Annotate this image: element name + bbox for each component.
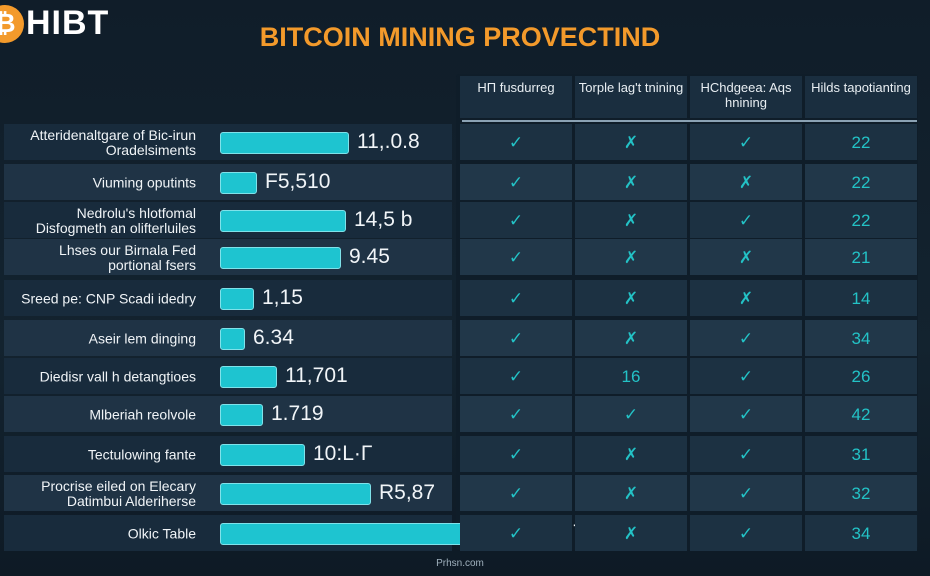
- table-row: Mlberiah reolvole 1.719 ✓ ✓ ✓ 42: [0, 396, 930, 433]
- cell-col3: ✓: [690, 358, 802, 394]
- value-bar: [220, 328, 245, 350]
- cell-col4: 34: [805, 320, 917, 356]
- cell-col2: ✗: [575, 475, 687, 511]
- row-label: Nedrolu's hlotfomal Disfogmeth an olifte…: [35, 204, 196, 236]
- value-bar: [220, 444, 305, 466]
- cell-col1: ✓: [460, 358, 572, 394]
- cell-col1: ✓: [460, 164, 572, 200]
- cell-col3: ✓: [690, 436, 802, 472]
- cell-col4: 22: [805, 124, 917, 160]
- cell-col3: ✓: [690, 124, 802, 160]
- row-label: Olkic Table: [127, 525, 196, 541]
- table-row: Olkic Table 123·873✓✗✓34: [0, 515, 930, 552]
- cell-col3: ✓: [690, 396, 802, 432]
- table-row: Procrise eiled on Elecary Datimbui Alder…: [0, 475, 930, 512]
- cell-col4: 14: [805, 280, 917, 316]
- row-value: 11,.0.8: [357, 130, 420, 153]
- row-value: 6.34: [253, 326, 294, 349]
- logo: ₿ HIBT: [0, 4, 109, 43]
- table-row: Tectulowing fante 10:L·Г ✓ ✗ ✓ 31: [0, 436, 930, 473]
- cell-col2: ✓: [575, 396, 687, 432]
- column-header-2: Torple lag't tnining: [575, 76, 687, 118]
- cell-col2: ✗: [575, 164, 687, 200]
- value-bar: [220, 210, 346, 232]
- cell-col4: 22: [805, 164, 917, 200]
- row-value: 11,701: [285, 364, 348, 387]
- row-value: F5,510: [265, 170, 331, 193]
- cell-col2: ✗: [575, 320, 687, 356]
- cell-col1: ✓: [460, 320, 572, 356]
- logo-text: HIBT: [26, 4, 110, 42]
- cell-col3: ✓: [690, 475, 802, 511]
- cell-col2: ✗: [575, 124, 687, 160]
- cell-col1: ✓: [460, 436, 572, 472]
- row-value: 10:L·Г: [313, 442, 373, 465]
- cell-col1: ✓: [460, 396, 572, 432]
- table-row: Viuming oputints F5,510 ✓ ✗ ✗ 22: [0, 164, 930, 201]
- value-bar: [220, 483, 371, 505]
- cell-col1: ✓: [460, 239, 572, 275]
- row-label: Tectulowing fante: [87, 446, 196, 462]
- cell-col3: ✓: [690, 515, 802, 551]
- cell-col1: ✓: [460, 475, 572, 511]
- cell-col2: ✗: [575, 436, 687, 472]
- row-label: Viuming oputints: [92, 174, 196, 190]
- cell-col3: ✓: [690, 320, 802, 356]
- cell-col1: ✓: [460, 202, 572, 238]
- row-label: Lhses our Birnala Fed portional fsers: [59, 241, 196, 273]
- cell-col4: 42: [805, 396, 917, 432]
- row-label: Diedisr vall h detangtioes: [39, 368, 196, 384]
- cell-col4: 32: [805, 475, 917, 511]
- table-row: Nedrolu's hlotfomal Disfogmeth an olifte…: [0, 202, 930, 239]
- cell-col4: 22: [805, 202, 917, 238]
- cell-col2: ✗: [575, 515, 687, 551]
- cell-col2: ✗: [575, 239, 687, 275]
- cell-col1: ✓: [460, 124, 572, 160]
- value-bar: [220, 132, 349, 154]
- page-title: BITCOIN MINING PROVECTIND: [259, 22, 661, 52]
- table-row: Diedisr vall h detangtioes 11,701 ✓ 16 ✓ 26: [0, 358, 930, 395]
- row-value: 1,15: [262, 286, 303, 309]
- value-bar: [220, 404, 263, 426]
- table-row: Atteridenaltgare of Bic-irun Oradelsimen…: [0, 124, 930, 161]
- cell-col2: ✗: [575, 202, 687, 238]
- row-label: Atteridenaltgare of Bic-irun Oradelsimen…: [30, 126, 196, 158]
- column-header-3: HChdgeea: Aqs hnining: [690, 76, 802, 118]
- cell-col2: ✗: [575, 280, 687, 316]
- cell-col3: ✗: [690, 280, 802, 316]
- cell-col3: ✗: [690, 164, 802, 200]
- row-value: 9.45: [349, 245, 390, 268]
- row-value: R5,87: [379, 481, 436, 504]
- table-row: Sreed pe: CNP Scadi idedry 1,15 ✓ ✗ ✗ 14: [0, 280, 930, 317]
- cell-col4: 26: [805, 358, 917, 394]
- row-value: 1.719: [271, 402, 324, 425]
- row-label: Aseir lem dinging: [88, 330, 196, 346]
- cell-col2: 16: [575, 358, 687, 394]
- footer-source: Prhsn.com: [436, 558, 484, 569]
- table-row: Lhses our Birnala Fed portional fsers 9.…: [0, 239, 930, 276]
- value-bar: [220, 288, 254, 310]
- cell-col3: ✗: [690, 239, 802, 275]
- row-label: Sreed pe: CNP Scadi idedry: [21, 290, 196, 306]
- cell-col4: 34: [805, 515, 917, 551]
- row-value: 14,5 b: [354, 208, 413, 231]
- table-row: Aseir lem dinging 6.34 ✓ ✗ ✓ 34: [0, 320, 930, 357]
- cell-col4: 31: [805, 436, 917, 472]
- value-bar: [220, 366, 277, 388]
- header-divider: [462, 120, 917, 122]
- cell-col3: ✓: [690, 202, 802, 238]
- column-header-1: HП fusdurreg: [460, 76, 572, 118]
- cell-col1: ✓: [460, 515, 572, 551]
- value-bar: [220, 247, 341, 269]
- value-bar: [220, 172, 257, 194]
- cell-col1: ✓: [460, 280, 572, 316]
- row-label: Mlberiah reolvole: [89, 406, 196, 422]
- row-label: Procrise eiled on Elecary Datimbui Alder…: [41, 477, 196, 509]
- cell-col4: 21: [805, 239, 917, 275]
- column-header-4: Hilds tapotianting: [805, 76, 917, 118]
